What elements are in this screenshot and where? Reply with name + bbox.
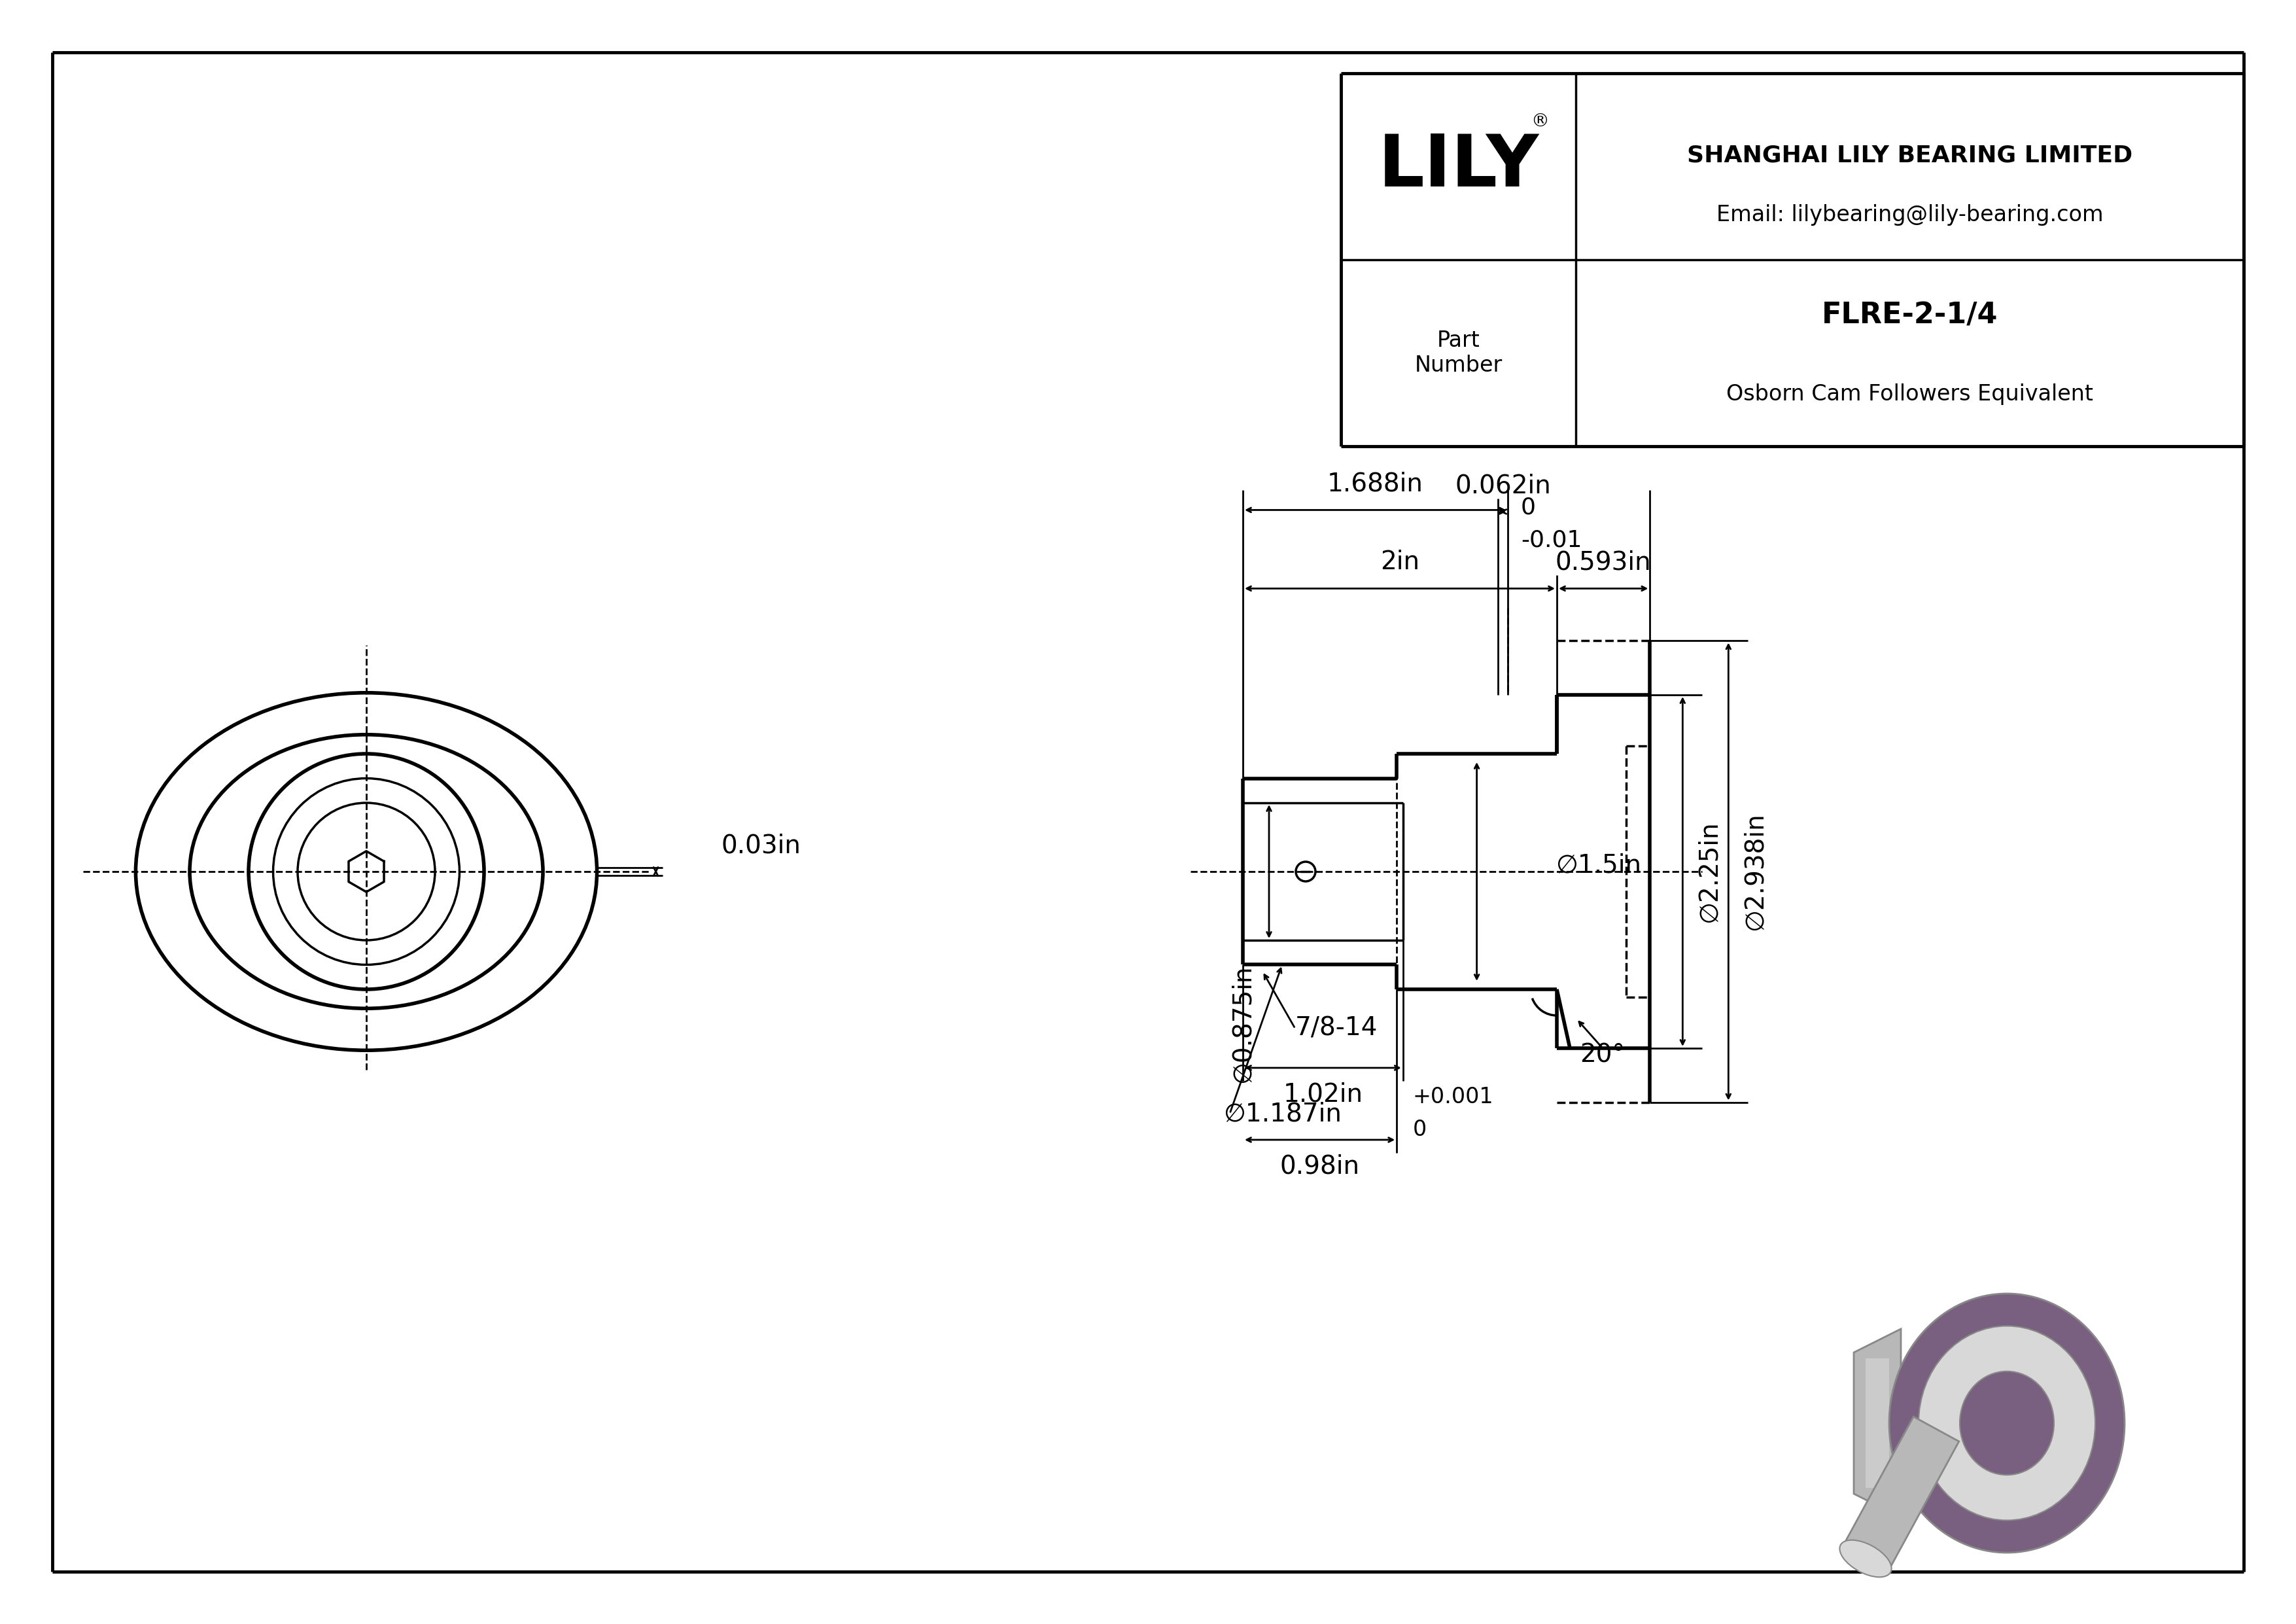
Text: FLRE-2-1/4: FLRE-2-1/4: [1821, 302, 1998, 330]
Text: +0.001: +0.001: [1412, 1086, 1495, 1108]
Text: ∅2.25in: ∅2.25in: [1697, 820, 1722, 922]
Text: Email: lilybearing@lily-bearing.com: Email: lilybearing@lily-bearing.com: [1715, 205, 2103, 226]
Text: 2in: 2in: [1380, 551, 1419, 575]
Text: 0.593in: 0.593in: [1554, 551, 1651, 575]
Text: Osborn Cam Followers Equivalent: Osborn Cam Followers Equivalent: [1727, 383, 2094, 404]
Ellipse shape: [1919, 1325, 2096, 1520]
Text: 20°: 20°: [1580, 1043, 1626, 1067]
Text: ∅1.187in: ∅1.187in: [1224, 1101, 1341, 1125]
Text: 0.03in: 0.03in: [721, 833, 801, 857]
Text: 0: 0: [1520, 495, 1536, 518]
Text: 0.062in: 0.062in: [1456, 473, 1552, 499]
Text: SHANGHAI LILY BEARING LIMITED: SHANGHAI LILY BEARING LIMITED: [1688, 145, 2133, 166]
Text: 1.02in: 1.02in: [1283, 1082, 1364, 1106]
Text: ∅2.938in: ∅2.938in: [1743, 812, 1768, 931]
Ellipse shape: [1839, 1540, 1892, 1577]
Ellipse shape: [1961, 1371, 2055, 1475]
Text: ®: ®: [1531, 112, 1550, 132]
Text: 0.98in: 0.98in: [1279, 1153, 1359, 1179]
Text: -0.01: -0.01: [1520, 529, 1582, 551]
Polygon shape: [1867, 1358, 1890, 1488]
Text: Part
Number: Part Number: [1414, 330, 1502, 377]
Polygon shape: [1844, 1416, 1958, 1570]
Text: ∅0.875in: ∅0.875in: [1231, 965, 1256, 1083]
Ellipse shape: [1890, 1294, 2124, 1553]
Text: ∅1.5in: ∅1.5in: [1554, 853, 1642, 877]
Text: LILY: LILY: [1378, 132, 1538, 201]
Text: 0: 0: [1412, 1119, 1426, 1140]
Polygon shape: [1853, 1328, 1901, 1517]
Text: 1.688in: 1.688in: [1327, 471, 1424, 497]
Text: 7/8-14: 7/8-14: [1295, 1017, 1378, 1041]
